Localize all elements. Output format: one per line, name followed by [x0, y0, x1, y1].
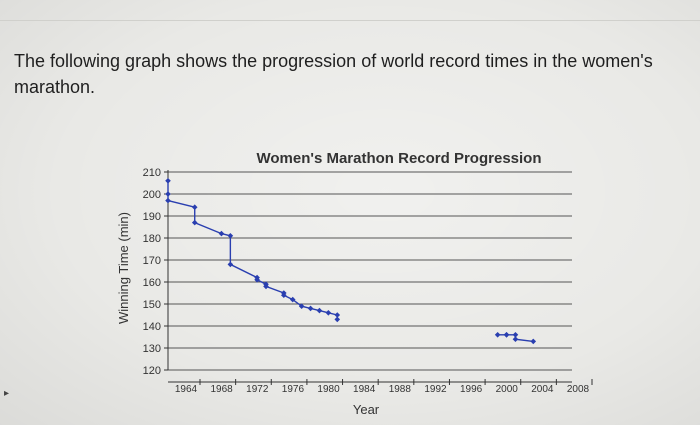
data-point — [316, 307, 323, 314]
data-point — [191, 219, 198, 226]
x-axis-label: Year — [353, 402, 380, 417]
data-point — [512, 336, 519, 342]
data-point — [298, 303, 305, 309]
data-point — [289, 296, 296, 303]
data-point — [227, 261, 234, 268]
y-tick-label: 190 — [143, 211, 161, 223]
x-tick-label: 1964 — [175, 384, 198, 395]
y-tick-label: 130 — [143, 343, 161, 355]
y-tick-label: 140 — [143, 321, 161, 333]
data-point — [254, 277, 260, 283]
data-point — [165, 191, 171, 197]
x-tick-label: 1976 — [282, 384, 305, 395]
data-point — [165, 197, 171, 204]
x-tick-label: 1996 — [460, 384, 483, 395]
data-point — [494, 332, 501, 338]
data-point — [281, 292, 287, 298]
x-tick-label: 2000 — [496, 384, 519, 395]
data-point — [334, 312, 341, 318]
y-tick-label: 120 — [143, 365, 161, 377]
x-tick-label: 2004 — [531, 384, 554, 395]
question-text: The following graph shows the progressio… — [14, 51, 653, 97]
x-tick-label: 1984 — [353, 384, 376, 395]
data-point — [503, 332, 510, 338]
y-axis: 120 130 140 150 160 170 180 190 200 210 — [143, 167, 169, 377]
data-point — [227, 233, 234, 239]
y-tick-label: 180 — [143, 233, 161, 245]
data-point — [512, 332, 519, 338]
data-point — [334, 316, 341, 323]
y-tick-label: 150 — [143, 299, 161, 311]
y-tick-label: 160 — [143, 277, 161, 289]
data-point — [218, 230, 225, 237]
x-tick-label: 2008 — [567, 384, 590, 395]
x-tick-label: 1968 — [211, 384, 234, 395]
y-axis-label: Winning Time (min) — [116, 212, 131, 324]
series-line — [167, 180, 338, 320]
caret-icon: ▸ — [4, 388, 10, 399]
data-point — [165, 178, 171, 184]
x-tick-label: 1988 — [389, 384, 412, 395]
series-layer — [165, 178, 537, 345]
data-point — [325, 310, 332, 316]
chart-title: Women's Marathon Record Progression — [256, 150, 541, 167]
data-point — [191, 204, 198, 210]
x-tick-label: 1980 — [317, 384, 340, 395]
x-axis: 1964 1968 1972 1976 1980 1984 1988 1992 1996 2000… — [168, 379, 593, 395]
x-tick-label: 1992 — [424, 384, 447, 395]
data-point — [263, 283, 269, 290]
data-point — [307, 305, 314, 312]
y-tick-label: 170 — [143, 255, 161, 267]
data-point — [530, 338, 537, 345]
grid — [168, 171, 572, 371]
x-tick-label: 1972 — [246, 384, 269, 395]
y-tick-label: 200 — [143, 189, 161, 201]
y-tick-label: 210 — [143, 167, 161, 179]
top-divider — [0, 20, 700, 21]
